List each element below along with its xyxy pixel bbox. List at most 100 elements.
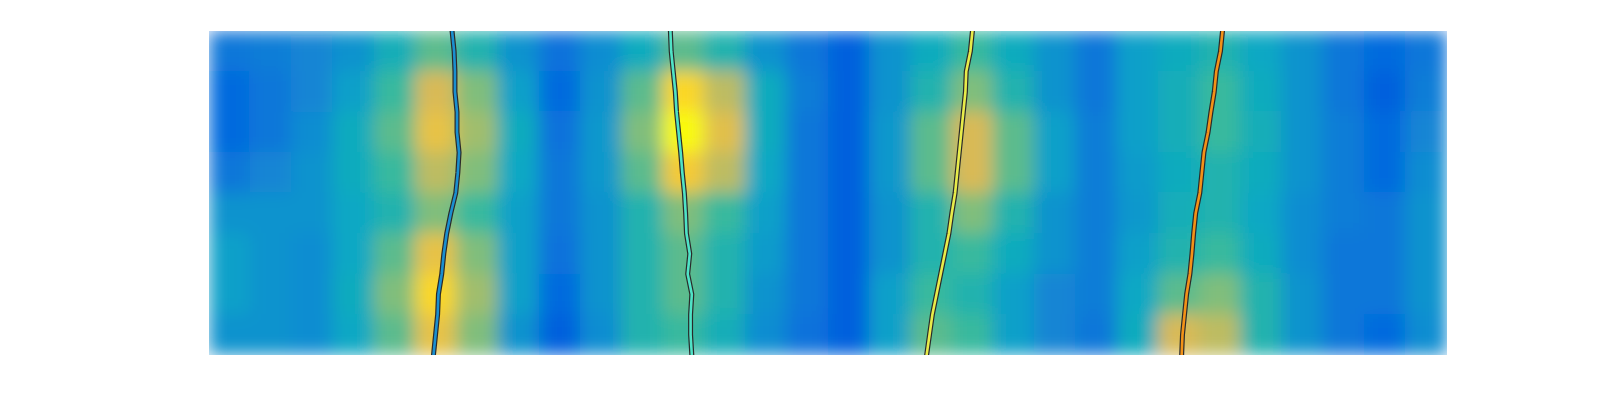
heatmap-cell xyxy=(539,152,581,194)
heatmap-cell xyxy=(828,112,870,154)
heatmap-cell xyxy=(951,193,993,235)
heatmap-cell xyxy=(374,274,416,316)
heatmap-cell xyxy=(456,31,498,72)
heatmap-cell xyxy=(1240,233,1282,275)
heatmap-cell xyxy=(704,233,746,275)
heatmap-cell xyxy=(209,31,251,72)
heatmap-cell xyxy=(828,233,870,275)
heatmap-cell xyxy=(209,193,251,235)
heatmap-cell xyxy=(786,233,828,275)
heatmap-cell xyxy=(1034,71,1076,113)
heatmap-cell xyxy=(1075,274,1117,316)
heatmap-cell xyxy=(1158,314,1200,355)
heatmap-cell xyxy=(951,71,993,113)
heatmap-cell xyxy=(497,31,539,72)
heatmap-cell xyxy=(1240,193,1282,235)
heatmap-cell xyxy=(1075,31,1117,72)
heatmap-cell xyxy=(1116,233,1158,275)
heatmap-cell xyxy=(291,193,333,235)
heatmap-cell xyxy=(704,274,746,316)
trace-outline xyxy=(433,31,459,355)
heatmap-cell xyxy=(1075,152,1117,194)
heatmap-cell xyxy=(497,233,539,275)
heatmap-cell xyxy=(1075,112,1117,154)
heatmap-cell xyxy=(869,112,911,154)
heatmap-cell xyxy=(786,314,828,355)
heatmap-cell xyxy=(745,193,787,235)
heatmap-cell xyxy=(828,31,870,72)
heatmap-cell xyxy=(993,233,1035,275)
heatmap-cell xyxy=(993,274,1035,316)
trace-line xyxy=(1182,31,1223,355)
heatmap-cell xyxy=(374,152,416,194)
heatmap-cell xyxy=(910,71,952,113)
trace xyxy=(670,31,691,355)
heatmap-cell xyxy=(374,112,416,154)
heatmap-cell xyxy=(745,31,787,72)
heatmap-cell xyxy=(951,233,993,275)
heatmap-cell xyxy=(1323,31,1365,72)
trace xyxy=(927,31,973,355)
heatmap-cell xyxy=(1158,31,1200,72)
trace-outline xyxy=(927,31,973,355)
trace-line xyxy=(670,31,691,355)
heatmap-cell xyxy=(1116,152,1158,194)
heatmap-cell xyxy=(993,314,1035,355)
heatmap-cell xyxy=(1323,152,1365,194)
heatmap-cell xyxy=(456,112,498,154)
heatmap-cell xyxy=(828,193,870,235)
heatmap-cell xyxy=(869,274,911,316)
heatmap-cell xyxy=(332,71,374,113)
heatmap-cell xyxy=(332,233,374,275)
heatmap-cell xyxy=(1281,112,1323,154)
heatmap-cell xyxy=(456,233,498,275)
heatmap-cell xyxy=(415,233,457,275)
heatmap-cell xyxy=(1364,71,1406,113)
heatmap-cell xyxy=(621,31,663,72)
heatmap-cell xyxy=(1240,152,1282,194)
heatmap-cell xyxy=(786,274,828,316)
heatmap-cell xyxy=(993,71,1035,113)
heatmap-cell xyxy=(209,233,251,275)
heatmap-cell xyxy=(1405,71,1447,113)
heatmap-cell xyxy=(869,193,911,235)
heatmap-cell xyxy=(332,112,374,154)
traces xyxy=(433,31,1222,355)
heatmap-cell xyxy=(1364,112,1406,154)
heatmap-cell xyxy=(621,71,663,113)
heatmap-cell xyxy=(539,274,581,316)
heatmap-cell xyxy=(580,233,622,275)
heatmap-cell xyxy=(1240,314,1282,355)
heatmap-cell xyxy=(374,314,416,355)
heatmap-cell xyxy=(1158,152,1200,194)
heatmap-cell xyxy=(704,193,746,235)
heatmap-cell xyxy=(1116,314,1158,355)
heatmap-cell xyxy=(993,193,1035,235)
heatmap-cell xyxy=(456,193,498,235)
heatmap-cell xyxy=(662,233,704,275)
heatmap-cell xyxy=(1364,314,1406,355)
heatmap-cell xyxy=(580,71,622,113)
heatmap-cell xyxy=(332,31,374,72)
heatmap-cell xyxy=(1323,314,1365,355)
heatmap-cell xyxy=(497,152,539,194)
heatmap-cell xyxy=(1281,31,1323,72)
heatmap-cell xyxy=(1034,193,1076,235)
heatmap-cell xyxy=(539,233,581,275)
heatmap-cell xyxy=(1405,112,1447,154)
heatmap-cell xyxy=(1158,112,1200,154)
heatmap-cell xyxy=(993,112,1035,154)
heatmap-cell xyxy=(1405,274,1447,316)
heatmap-cell xyxy=(1158,71,1200,113)
heatmap-cell xyxy=(497,71,539,113)
trace-outline xyxy=(1182,31,1223,355)
heatmap-cell xyxy=(951,274,993,316)
heatmap-cell xyxy=(1364,31,1406,72)
heatmap-cell xyxy=(621,274,663,316)
heatmap-cell xyxy=(1364,152,1406,194)
heatmap-cell xyxy=(745,314,787,355)
heatmap-cell xyxy=(745,112,787,154)
heatmap-cell xyxy=(250,112,292,154)
heatmap-cell xyxy=(415,112,457,154)
heatmap-cell xyxy=(1199,193,1241,235)
